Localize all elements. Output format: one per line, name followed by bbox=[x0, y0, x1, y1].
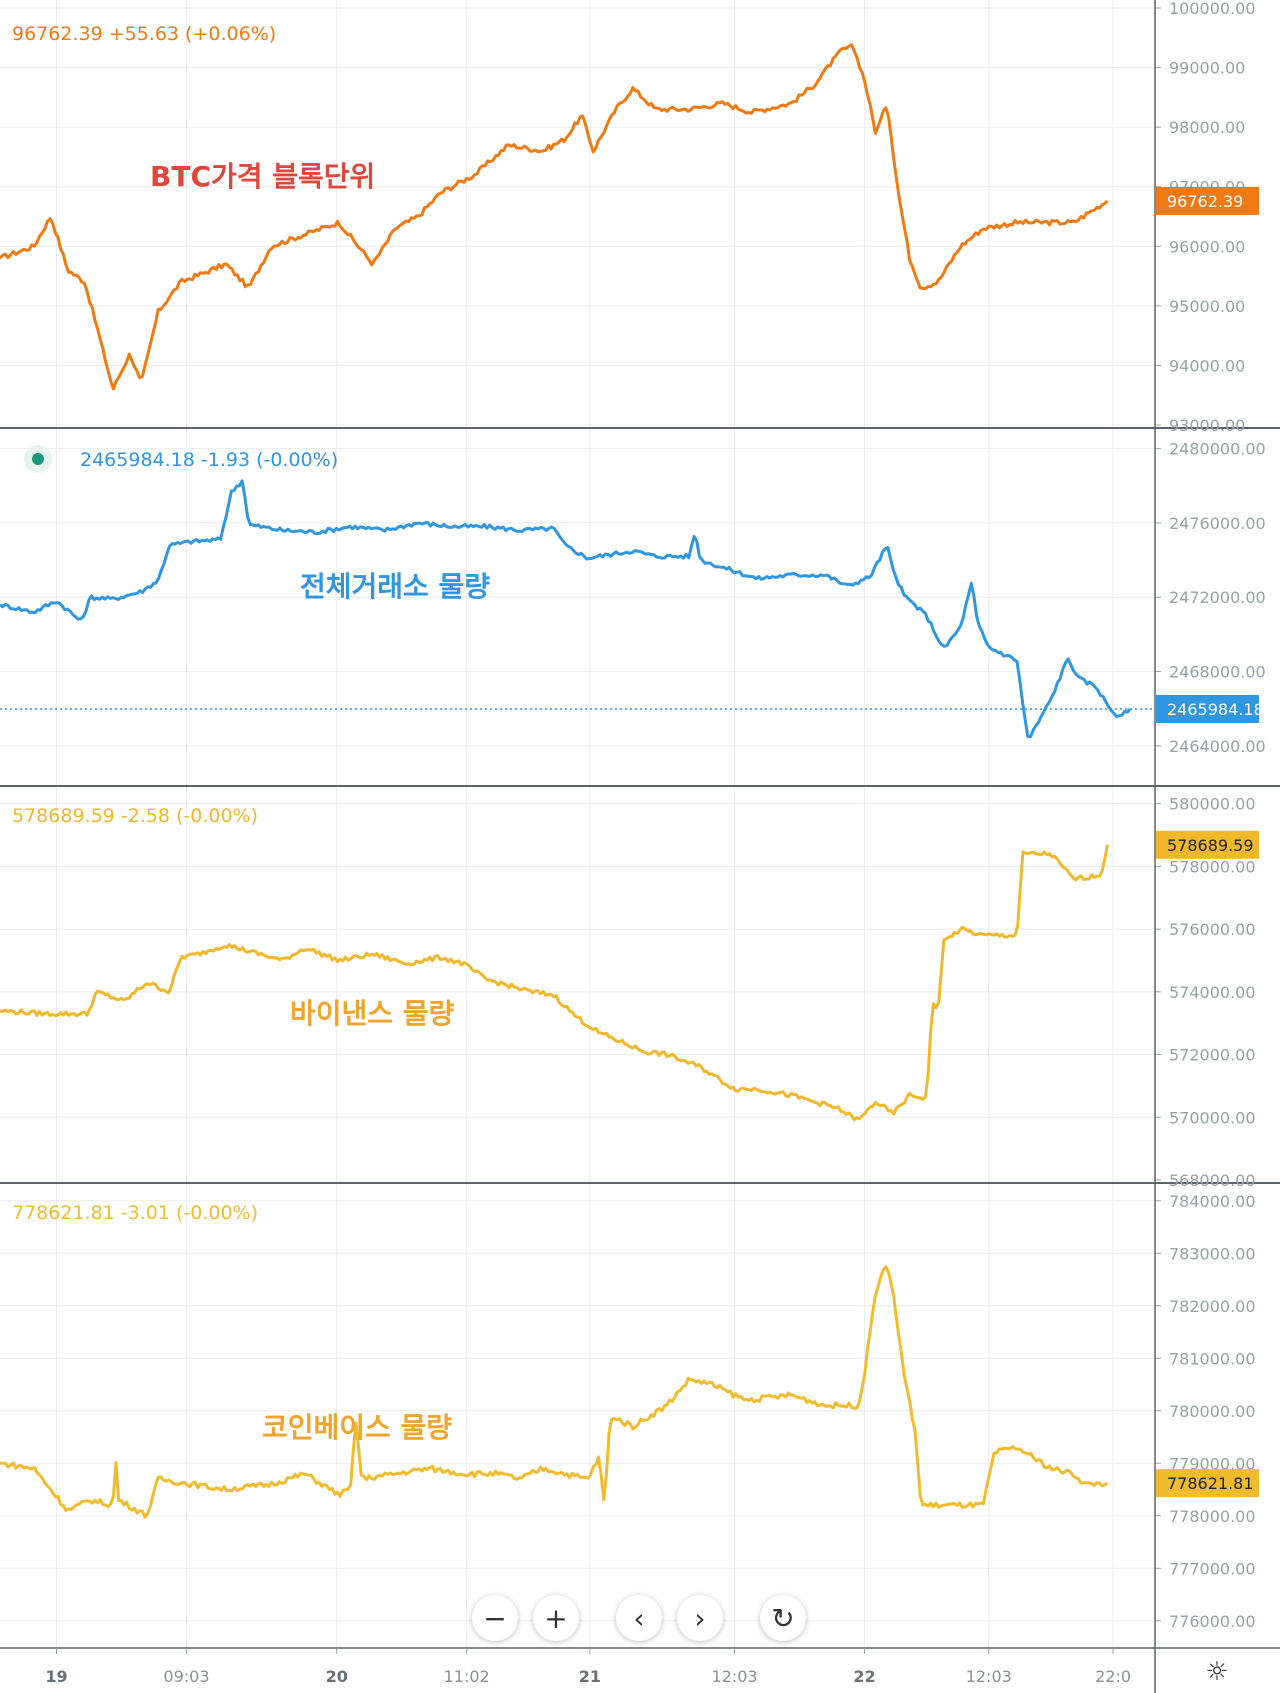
zoom-out-button[interactable]: − bbox=[472, 1595, 518, 1641]
y-tick-label: 2468000.00 bbox=[1169, 663, 1266, 682]
last-value-tag-text: 778621.81 bbox=[1167, 1474, 1254, 1493]
x-tick-label: 12:03 bbox=[966, 1667, 1012, 1686]
legend-value: 778621.81 -3.01 (-0.00%) bbox=[12, 1202, 258, 1224]
y-tick-label: 783000.00 bbox=[1169, 1244, 1256, 1263]
y-tick-label: 2476000.00 bbox=[1169, 514, 1266, 533]
x-tick-label: 19 bbox=[45, 1667, 67, 1686]
zoom-in-button[interactable]: + bbox=[533, 1595, 579, 1641]
x-tick-label: 21 bbox=[579, 1667, 601, 1686]
y-tick-label: 93000.00 bbox=[1169, 416, 1245, 435]
y-tick-label: 98000.00 bbox=[1169, 118, 1245, 137]
series-dot-icon bbox=[32, 453, 44, 465]
reset-chart-button[interactable]: ↻ bbox=[760, 1595, 806, 1641]
y-tick-label: 99000.00 bbox=[1169, 59, 1245, 78]
annotation-label: 바이낸스 물량 bbox=[290, 997, 455, 1030]
scroll-left-button[interactable]: ‹ bbox=[616, 1595, 662, 1641]
y-tick-label: 2464000.00 bbox=[1169, 737, 1266, 756]
legend-value: 96762.39 +55.63 (+0.06%) bbox=[12, 23, 276, 45]
scroll-right-button[interactable]: › bbox=[677, 1595, 723, 1641]
legend-value: 578689.59 -2.58 (-0.00%) bbox=[12, 805, 258, 827]
series-line-2 bbox=[0, 479, 1132, 739]
y-tick-label: 94000.00 bbox=[1169, 356, 1245, 375]
series-line-4 bbox=[0, 1265, 1109, 1519]
series-line-3 bbox=[0, 844, 1109, 1122]
x-tick-label: 11:02 bbox=[444, 1667, 490, 1686]
x-tick-label: 22:0 bbox=[1095, 1667, 1131, 1686]
y-tick-label: 782000.00 bbox=[1169, 1297, 1256, 1316]
y-tick-label: 578000.00 bbox=[1169, 857, 1256, 876]
legend-value: 2465984.18 -1.93 (-0.00%) bbox=[80, 449, 338, 471]
y-tick-label: 2480000.00 bbox=[1169, 440, 1266, 459]
y-tick-label: 777000.00 bbox=[1169, 1559, 1256, 1578]
y-tick-label: 780000.00 bbox=[1169, 1402, 1256, 1421]
x-tick-label: 12:03 bbox=[711, 1667, 757, 1686]
last-value-tag bbox=[1156, 830, 1259, 859]
y-tick-label: 568000.00 bbox=[1169, 1171, 1256, 1190]
last-value-tag-text: 578689.59 bbox=[1167, 836, 1254, 855]
y-tick-label: 781000.00 bbox=[1169, 1349, 1256, 1368]
last-value-tag bbox=[1156, 1469, 1259, 1498]
y-tick-label: 779000.00 bbox=[1169, 1454, 1256, 1473]
x-tick-label: 09:03 bbox=[163, 1667, 209, 1686]
y-tick-label: 96000.00 bbox=[1169, 237, 1245, 256]
last-value-tag bbox=[1156, 694, 1259, 723]
y-tick-label: 570000.00 bbox=[1169, 1108, 1256, 1127]
y-tick-label: 95000.00 bbox=[1169, 297, 1245, 316]
y-tick-label: 572000.00 bbox=[1169, 1046, 1256, 1065]
y-tick-label: 576000.00 bbox=[1169, 920, 1256, 939]
y-tick-label: 784000.00 bbox=[1169, 1192, 1256, 1211]
y-tick-label: 100000.00 bbox=[1169, 0, 1256, 18]
y-tick-label: 778000.00 bbox=[1169, 1507, 1256, 1526]
last-value-tag-text: 2465984.18 bbox=[1167, 700, 1264, 719]
x-tick-label: 20 bbox=[326, 1667, 348, 1686]
annotation-label: 코인베이스 물량 bbox=[262, 1411, 452, 1444]
annotation-label: 전체거래소 물량 bbox=[300, 570, 490, 603]
y-tick-label: 580000.00 bbox=[1169, 795, 1256, 814]
last-value-tag-text: 96762.39 bbox=[1167, 192, 1243, 211]
x-tick-label: 22 bbox=[853, 1667, 875, 1686]
y-tick-label: 776000.00 bbox=[1169, 1612, 1256, 1631]
settings-gear-icon[interactable]: ☼ bbox=[1205, 1657, 1229, 1687]
y-tick-label: 574000.00 bbox=[1169, 983, 1256, 1002]
annotation-label: BTC가격 블록단위 bbox=[150, 160, 375, 193]
series-line-1 bbox=[0, 43, 1109, 391]
y-tick-label: 2472000.00 bbox=[1169, 588, 1266, 607]
last-value-tag bbox=[1156, 186, 1259, 215]
